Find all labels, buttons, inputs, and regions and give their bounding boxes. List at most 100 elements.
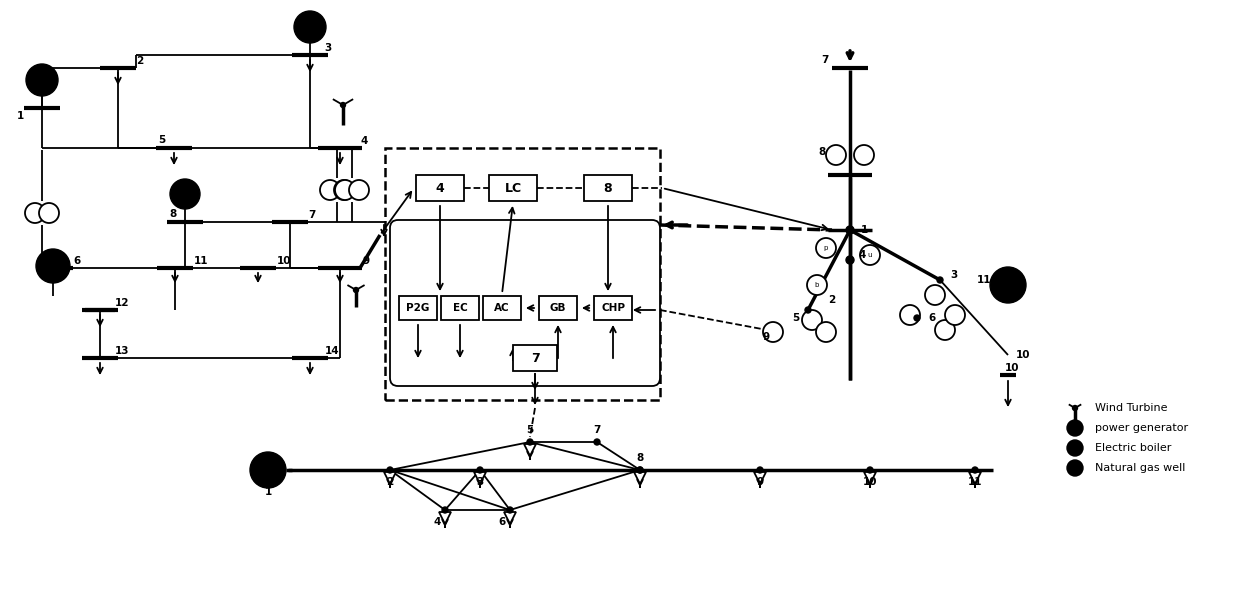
Text: Natural gas well: Natural gas well xyxy=(1095,463,1186,473)
Text: 10: 10 xyxy=(862,477,877,487)
Text: 6: 6 xyxy=(73,256,81,266)
Circle shape xyxy=(25,203,45,223)
Circle shape xyxy=(935,320,955,340)
Bar xyxy=(399,296,437,320)
Text: 10: 10 xyxy=(276,256,291,266)
Text: 4: 4 xyxy=(859,250,866,260)
Polygon shape xyxy=(969,472,981,484)
Circle shape xyxy=(990,267,1026,303)
Text: 4: 4 xyxy=(436,181,445,195)
Polygon shape xyxy=(864,472,876,484)
Text: 10: 10 xyxy=(1005,363,1020,373)
Text: 14: 14 xyxy=(325,346,339,356)
Polygon shape xyxy=(439,512,451,524)
Bar xyxy=(584,175,632,201)
Text: P2G: P2G xyxy=(406,303,430,313)
Circle shape xyxy=(637,467,643,473)
Circle shape xyxy=(442,507,449,513)
Text: Wind Turbine: Wind Turbine xyxy=(1095,403,1167,413)
Text: 3: 3 xyxy=(950,270,958,280)
Circle shape xyxy=(802,310,821,330)
Text: 8: 8 xyxy=(637,453,643,463)
Bar xyxy=(513,345,558,371)
Text: u: u xyxy=(867,252,872,258)
Text: 1: 1 xyxy=(16,111,24,121)
Text: 8: 8 xyxy=(170,209,177,219)
Text: 8: 8 xyxy=(819,147,825,157)
Text: AC: AC xyxy=(494,303,509,313)
Circle shape xyxy=(900,305,921,325)
Text: EC: EC xyxy=(452,303,467,313)
Text: 11: 11 xyxy=(968,477,983,487)
Circle shape xyxy=(867,467,873,473)
Text: 13: 13 xyxy=(115,346,129,356)
Circle shape xyxy=(914,315,921,321)
Text: 7: 7 xyxy=(821,55,829,65)
Text: 1: 1 xyxy=(264,487,271,497)
Circle shape xyxy=(854,145,873,165)
Circle shape xyxy=(353,288,358,292)
Bar xyxy=(593,296,632,320)
Circle shape xyxy=(763,322,783,342)
Text: 3: 3 xyxy=(476,477,483,487)
Circle shape xyxy=(826,145,846,165)
Circle shape xyxy=(341,103,346,107)
FancyBboxPatch shape xyxy=(390,220,660,386)
Polygon shape xyxy=(384,472,396,484)
Text: 10: 10 xyxy=(1016,350,1031,360)
Text: p: p xyxy=(824,245,828,251)
Text: 2: 2 xyxy=(829,295,835,305)
Polygon shape xyxy=(524,444,536,456)
Text: 4: 4 xyxy=(361,136,368,146)
Circle shape xyxy=(294,11,326,43)
Text: 5: 5 xyxy=(527,425,534,435)
Polygon shape xyxy=(634,472,646,484)
Circle shape xyxy=(757,467,763,473)
Circle shape xyxy=(860,245,880,265)
Circle shape xyxy=(1067,460,1083,476)
Text: CHP: CHP xyxy=(601,303,624,313)
Text: 3: 3 xyxy=(325,43,332,53)
Polygon shape xyxy=(504,512,515,524)
Circle shape xyxy=(387,467,393,473)
Text: 1: 1 xyxy=(860,225,867,235)
Bar xyxy=(489,175,536,201)
Bar xyxy=(385,148,660,400)
Circle shape xyxy=(805,307,812,313)
Circle shape xyxy=(527,439,533,445)
Circle shape xyxy=(807,275,826,295)
Bar xyxy=(441,296,479,320)
Circle shape xyxy=(335,180,354,200)
Circle shape xyxy=(170,179,199,209)
Text: b: b xyxy=(815,282,819,288)
Polygon shape xyxy=(755,472,766,484)
Bar xyxy=(539,296,577,320)
Circle shape xyxy=(477,467,483,473)
Circle shape xyxy=(38,203,59,223)
Text: 11: 11 xyxy=(976,275,991,285)
Text: Electric boiler: Electric boiler xyxy=(1095,443,1171,453)
Circle shape xyxy=(817,322,836,342)
Circle shape xyxy=(320,180,339,200)
Text: 9: 9 xyxy=(363,256,369,266)
Circle shape xyxy=(335,180,356,200)
Circle shape xyxy=(926,285,945,305)
Circle shape xyxy=(937,277,943,283)
Circle shape xyxy=(36,249,69,283)
Circle shape xyxy=(26,64,58,96)
Circle shape xyxy=(846,226,854,234)
Text: 9: 9 xyxy=(762,332,769,342)
Text: 6: 6 xyxy=(498,517,506,527)
Text: 7: 7 xyxy=(530,352,539,365)
Polygon shape xyxy=(475,472,486,484)
Text: 5: 5 xyxy=(793,313,799,323)
Text: 12: 12 xyxy=(115,298,129,308)
Circle shape xyxy=(593,439,600,445)
Circle shape xyxy=(1073,406,1078,410)
Circle shape xyxy=(349,180,369,200)
Circle shape xyxy=(507,507,513,513)
Text: 2: 2 xyxy=(136,56,144,66)
Text: GB: GB xyxy=(550,303,566,313)
Text: 9: 9 xyxy=(757,477,763,487)
Text: 8: 8 xyxy=(603,181,612,195)
